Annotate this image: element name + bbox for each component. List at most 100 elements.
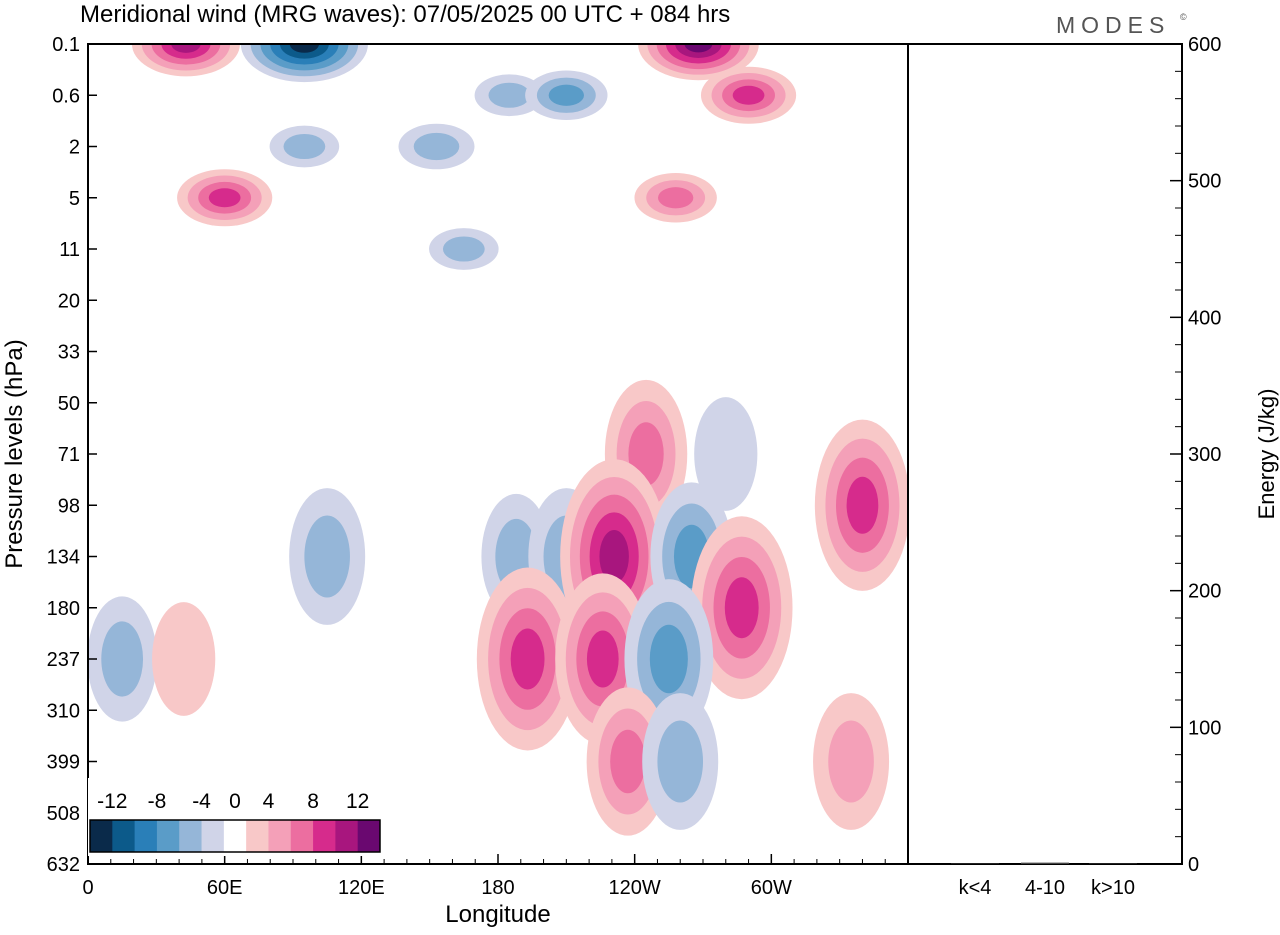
contour-band — [171, 44, 201, 53]
energy-bar — [1089, 863, 1137, 864]
chart-title: Meridional wind (MRG waves): 07/05/2025 … — [80, 1, 730, 28]
brand-logo: MODES — [1056, 12, 1170, 38]
colorbar-swatch — [357, 820, 381, 852]
y-tick-label: 508 — [47, 803, 80, 825]
colorbar-label: 8 — [307, 790, 319, 813]
field-cell — [700, 66, 797, 124]
energy-tick-label: 600 — [1188, 34, 1221, 56]
energy-bar — [1021, 862, 1069, 864]
energy-tick-label: 500 — [1188, 171, 1221, 193]
colorbar-swatch — [134, 820, 158, 852]
y-tick-label: 50 — [58, 393, 80, 415]
colorbar: -12 -8 -4 0 4 8 12 — [88, 778, 384, 856]
colorbar-swatch — [246, 820, 269, 852]
energy-category-label: 4-10 — [1025, 877, 1065, 899]
energy-tick-label: 400 — [1188, 307, 1221, 329]
y-tick-label: 2 — [69, 137, 80, 159]
pressure-axis: 0.1 0.6 2 5 11 20 33 50 71 98 134 180 237 310 399 508 63… — [47, 34, 97, 876]
colorbar-label: -4 — [192, 790, 211, 813]
y-tick-label: 237 — [47, 649, 80, 671]
colorbar-swatch — [223, 820, 247, 852]
energy-bars — [951, 862, 1137, 864]
energy-category-label: k>10 — [1091, 877, 1135, 899]
contour-band — [208, 188, 241, 208]
energy-category-label: k<4 — [959, 877, 992, 899]
field-cell — [690, 516, 793, 700]
contour-band — [304, 515, 350, 598]
colorbar-swatch — [90, 820, 113, 852]
field-cell — [240, 44, 368, 83]
contour-band — [649, 624, 688, 694]
contour-band — [846, 476, 879, 534]
contour-band — [101, 621, 144, 697]
contour-band — [732, 85, 765, 105]
contour-band — [283, 133, 326, 160]
main-plot-frame — [87, 43, 909, 865]
y-tick-label: 11 — [59, 239, 80, 261]
energy-tick-label: 300 — [1188, 444, 1221, 466]
contour-band — [658, 187, 694, 209]
colorbar-frame — [89, 819, 381, 853]
contour-band — [657, 720, 704, 803]
y-tick-label: 180 — [47, 598, 80, 620]
y-tick-label: 33 — [58, 342, 80, 364]
colorbar-label: 4 — [263, 790, 275, 813]
colorbar-swatch — [313, 820, 336, 852]
contour-band — [694, 397, 758, 511]
field-cell — [269, 125, 340, 168]
x-axis-label: Longitude — [445, 901, 550, 928]
field-cell — [131, 44, 240, 77]
x-tick-label: 120E — [338, 877, 385, 899]
y-tick-label: 71 — [58, 444, 80, 466]
field-cell — [429, 228, 499, 270]
wind-field — [88, 44, 908, 836]
energy-bar — [951, 863, 999, 864]
contour-band — [510, 628, 545, 690]
contour-band — [442, 236, 485, 262]
colorbar-swatch — [290, 820, 314, 852]
energy-tick-label: 200 — [1188, 581, 1221, 603]
contour-band — [684, 44, 713, 53]
contour-band — [828, 720, 874, 803]
energy-tick-label: 100 — [1188, 717, 1221, 739]
contour-band — [289, 44, 320, 53]
y-tick-label: 0.1 — [52, 34, 80, 56]
colorbar-swatch — [268, 820, 292, 852]
colorbar-label: -12 — [97, 790, 127, 813]
contour-band — [610, 729, 646, 794]
field-cell — [813, 693, 890, 830]
x-tick-label: 60W — [751, 877, 792, 899]
y-tick-label: 134 — [47, 547, 80, 569]
field-cell — [634, 173, 717, 223]
contour-band — [152, 602, 216, 716]
field-cell — [642, 693, 719, 830]
y-tick-label: 0.6 — [52, 85, 80, 107]
field-cell — [474, 74, 545, 117]
y-tick-label: 632 — [47, 854, 80, 876]
x-tick-label: 60E — [207, 877, 243, 899]
colorbar-swatch — [179, 820, 203, 852]
y-tick-label: 399 — [47, 752, 80, 774]
contour-band — [548, 84, 584, 106]
energy-axis: 0 100 200 300 400 500 600 — [1170, 34, 1221, 876]
energy-plot-frame — [907, 43, 1183, 865]
brand-mark: © — [1180, 12, 1187, 22]
energy-tick-label: 0 — [1188, 854, 1199, 876]
field-cell — [694, 397, 758, 511]
energy-category-labels: k<4 4-10 k>10 — [959, 877, 1135, 899]
y-tick-label: 20 — [58, 290, 80, 312]
field-cell — [88, 596, 157, 722]
field-cell — [814, 419, 908, 591]
contour-band — [413, 132, 460, 161]
field-cell — [476, 567, 579, 751]
field-cell — [398, 123, 475, 170]
colorbar-label: -8 — [148, 790, 167, 813]
contour-band — [586, 630, 619, 688]
x-tick-label: 120W — [609, 877, 661, 899]
longitude-axis: 0 60E 120E 180 120W 60W — [82, 854, 886, 899]
field-cell — [525, 70, 608, 120]
field-cell — [289, 488, 366, 625]
field-cell — [152, 602, 216, 716]
